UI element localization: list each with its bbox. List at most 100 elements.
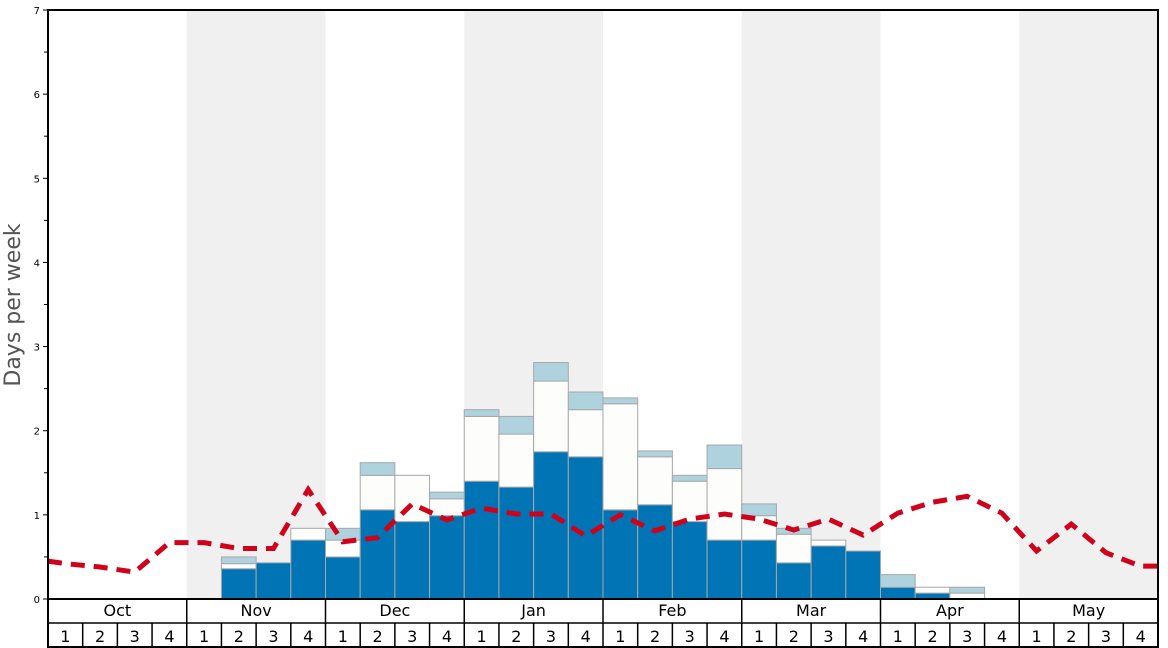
month-label-may: May <box>1072 601 1105 620</box>
bar-middle-week-14 <box>498 433 535 488</box>
bar-base-week-7 <box>255 562 292 600</box>
week-label: 4 <box>1136 627 1146 646</box>
y-axis-label: Days per week <box>1 223 26 386</box>
month-band-nov <box>186 10 326 599</box>
week-label: 3 <box>685 627 695 646</box>
bar-middle-week-22 <box>775 533 812 564</box>
bar-middle-week-16 <box>567 409 604 458</box>
bar-top-week-10 <box>359 462 396 476</box>
week-label: 1 <box>60 627 70 646</box>
bar-middle-week-23 <box>810 539 847 547</box>
bar-middle-week-18 <box>637 456 673 506</box>
week-label: 2 <box>1066 627 1076 646</box>
bar-middle-week-13 <box>463 415 500 482</box>
week-label: 1 <box>754 627 764 646</box>
week-label: 2 <box>511 627 521 646</box>
bar-middle-week-8 <box>290 527 326 541</box>
y-tick-label: 3 <box>34 343 40 354</box>
y-tick-label: 4 <box>34 258 40 269</box>
bar-top-week-6 <box>220 556 257 565</box>
y-tick-label: 2 <box>34 427 40 438</box>
bar-base-week-15 <box>533 451 569 600</box>
bar-top-week-12 <box>429 491 465 500</box>
week-label: 4 <box>997 627 1007 646</box>
bar-top-week-15 <box>533 362 569 382</box>
week-label: 2 <box>372 627 382 646</box>
week-label: 4 <box>581 627 591 646</box>
bar-middle-week-20 <box>706 468 743 541</box>
bar-top-week-13 <box>463 409 500 417</box>
bar-base-week-14 <box>498 486 535 600</box>
week-label: 1 <box>199 627 209 646</box>
month-label-dec: Dec <box>379 601 410 620</box>
month-label-oct: Oct <box>104 601 132 620</box>
bar-base-week-18 <box>637 504 673 600</box>
bar-middle-week-12 <box>429 498 465 517</box>
month-label-mar: Mar <box>796 601 827 620</box>
bar-middle-week-15 <box>533 380 569 453</box>
bar-base-week-20 <box>706 539 743 600</box>
week-label: 4 <box>442 627 452 646</box>
bar-top-week-16 <box>567 391 604 411</box>
y-tick-label: 5 <box>34 174 40 185</box>
month-label-jan: Jan <box>520 601 546 620</box>
bar-top-week-17 <box>602 397 639 405</box>
bar-top-week-27 <box>949 586 986 594</box>
week-label: 4 <box>719 627 729 646</box>
month-band-mar <box>741 10 881 599</box>
bar-base-week-25 <box>880 586 916 600</box>
y-tick-label: 6 <box>34 90 40 101</box>
bar-top-week-18 <box>637 450 673 458</box>
y-tick-label: 7 <box>34 6 40 17</box>
month-band-may <box>1019 10 1158 599</box>
bar-middle-week-6 <box>220 563 257 570</box>
week-label: 4 <box>858 627 868 646</box>
week-label: 4 <box>164 627 174 646</box>
week-label: 3 <box>1101 627 1111 646</box>
bar-top-week-14 <box>498 415 535 435</box>
y-tick-label: 1 <box>34 511 40 522</box>
bar-base-week-6 <box>220 568 257 600</box>
bar-base-week-23 <box>810 545 847 600</box>
week-label: 1 <box>615 627 625 646</box>
bar-base-week-8 <box>290 539 326 600</box>
y-tick-label: 0 <box>34 595 40 606</box>
bar-base-week-21 <box>741 539 777 600</box>
week-label: 2 <box>789 627 799 646</box>
bar-middle-week-11 <box>394 474 431 523</box>
week-label: 3 <box>823 627 833 646</box>
week-label: 4 <box>303 627 313 646</box>
week-label: 3 <box>268 627 278 646</box>
bar-base-week-12 <box>429 515 465 600</box>
month-label-nov: Nov <box>241 601 272 620</box>
bar-base-week-19 <box>671 521 708 600</box>
week-label: 3 <box>546 627 556 646</box>
bar-base-week-9 <box>325 556 361 600</box>
bar-top-week-21 <box>741 503 777 517</box>
bar-base-week-22 <box>775 562 812 600</box>
week-label: 2 <box>95 627 105 646</box>
bar-base-week-11 <box>394 521 431 600</box>
week-label: 2 <box>650 627 660 646</box>
week-label: 1 <box>477 627 487 646</box>
week-label: 1 <box>338 627 348 646</box>
bar-middle-week-26 <box>914 586 951 594</box>
week-label: 1 <box>1032 627 1042 646</box>
week-label: 3 <box>407 627 417 646</box>
bar-base-week-13 <box>463 480 500 600</box>
month-label-feb: Feb <box>658 601 686 620</box>
bar-top-week-20 <box>706 444 743 470</box>
bar-base-week-24 <box>845 550 881 600</box>
week-label: 3 <box>130 627 140 646</box>
average-line <box>47 484 1158 575</box>
week-label: 2 <box>234 627 244 646</box>
bar-top-week-25 <box>880 574 916 588</box>
month-label-apr: Apr <box>936 601 964 620</box>
week-label: 3 <box>962 627 972 646</box>
week-label: 2 <box>927 627 937 646</box>
bar-middle-week-10 <box>359 474 396 511</box>
week-label: 1 <box>893 627 903 646</box>
bar-middle-week-17 <box>602 403 639 511</box>
bar-top-week-19 <box>671 474 708 482</box>
